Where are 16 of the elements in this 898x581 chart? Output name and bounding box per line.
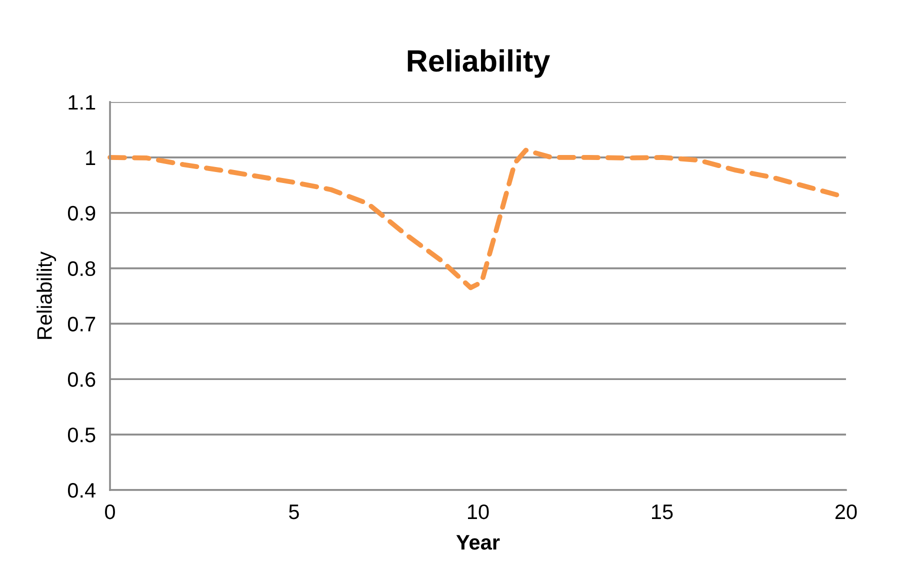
y-axis-title: Reliability	[36, 251, 56, 339]
y-tick-label: 0.5	[68, 428, 96, 442]
x-tick-label: 10	[468, 504, 489, 520]
y-tick-label: 0.7	[68, 316, 96, 332]
y-tick-label: 0.8	[68, 261, 96, 276]
y-tick-label: 1.1	[68, 95, 96, 110]
x-tick-label: 5	[289, 504, 299, 520]
x-axis-title: Year	[456, 535, 500, 550]
y-tick-label: 0.9	[68, 206, 96, 221]
x-tick-label: 15	[652, 504, 673, 520]
y-tick-label: 0.4	[68, 483, 96, 498]
x-tick-label: 0	[105, 504, 115, 520]
y-tick-label: 0.6	[68, 372, 96, 387]
chart-title: Reliability	[408, 49, 550, 78]
x-tick-label: 20	[835, 504, 857, 520]
y-tick-label: 1	[86, 150, 96, 165]
